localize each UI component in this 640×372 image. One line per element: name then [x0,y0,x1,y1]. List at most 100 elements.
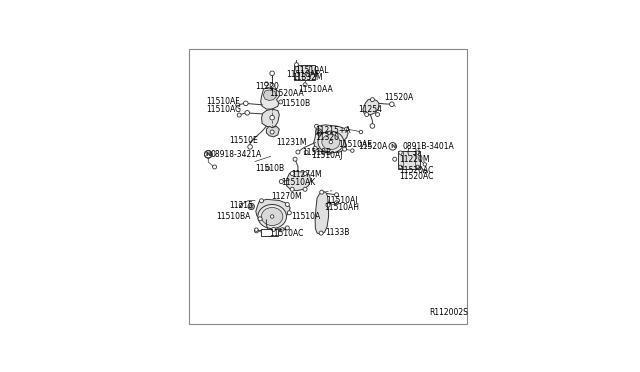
Circle shape [279,100,283,104]
Circle shape [370,124,374,128]
Circle shape [239,203,243,207]
Circle shape [285,202,289,206]
Polygon shape [256,199,290,220]
Text: 11254: 11254 [358,105,382,113]
Circle shape [365,112,369,116]
Circle shape [271,227,276,231]
Text: 11510AA: 11510AA [298,84,333,93]
Polygon shape [263,90,276,100]
Circle shape [415,165,419,169]
Circle shape [270,115,275,120]
Circle shape [371,97,374,102]
Circle shape [279,180,284,183]
Circle shape [342,147,347,151]
Circle shape [344,127,349,131]
Circle shape [313,146,317,150]
Circle shape [399,165,402,169]
Text: 11520AA: 11520AA [269,89,304,98]
Text: 11520AC: 11520AC [399,166,434,174]
Bar [294,65,315,80]
Text: 11510E: 11510E [229,136,258,145]
Circle shape [264,82,268,86]
Circle shape [287,211,291,215]
Circle shape [294,63,298,67]
Ellipse shape [261,208,283,225]
Ellipse shape [322,134,340,150]
Polygon shape [262,109,279,128]
Text: 11510A: 11510A [291,212,320,221]
Circle shape [258,217,262,221]
Circle shape [335,193,339,197]
Ellipse shape [248,203,254,210]
Text: 11510AJ: 11510AJ [311,151,342,160]
Polygon shape [315,192,328,234]
Text: 11510AK: 11510AK [281,178,315,187]
Circle shape [212,165,216,169]
Text: 11332M: 11332M [292,73,323,82]
Circle shape [285,226,289,230]
Text: 08918-3421A: 08918-3421A [211,150,262,159]
Text: 11510AF: 11510AF [206,97,240,106]
Circle shape [390,102,394,106]
Circle shape [248,145,252,149]
Circle shape [359,130,363,134]
Circle shape [320,190,324,194]
Circle shape [271,215,274,218]
Text: R112002S: R112002S [429,308,468,317]
Text: 11510B: 11510B [255,164,284,173]
Polygon shape [266,126,279,137]
Circle shape [237,113,241,117]
Circle shape [260,199,264,203]
Text: 11231M: 11231M [276,138,307,147]
Polygon shape [260,87,279,109]
Ellipse shape [318,131,344,153]
Text: 11510AJ: 11510AJ [326,196,358,205]
Circle shape [293,157,297,161]
Text: 11510B: 11510B [302,148,332,157]
Polygon shape [270,83,274,87]
Circle shape [329,140,333,144]
Circle shape [319,231,323,235]
FancyBboxPatch shape [261,230,278,236]
Text: 11220: 11220 [255,82,279,91]
Text: 11510AE: 11510AE [338,140,372,148]
Circle shape [270,71,275,76]
Text: 11510AC: 11510AC [269,229,303,238]
Circle shape [236,103,240,107]
Ellipse shape [316,129,322,135]
Circle shape [303,187,307,191]
Text: 11274M: 11274M [291,170,321,179]
Text: 11270M: 11270M [271,192,301,201]
Text: 11510AH: 11510AH [324,203,358,212]
Text: 11520AC: 11520AC [399,173,434,182]
Circle shape [303,83,307,87]
Circle shape [326,203,330,207]
Ellipse shape [317,130,321,134]
Text: 11510B: 11510B [281,99,310,108]
Circle shape [266,166,270,170]
Circle shape [290,187,294,191]
Text: N: N [205,152,211,157]
Text: ( 3): ( 3) [407,148,420,157]
Polygon shape [314,125,348,153]
Bar [398,151,420,169]
Circle shape [314,124,319,128]
Circle shape [376,112,380,116]
Circle shape [243,101,248,106]
Circle shape [290,171,294,176]
Text: 11510AL: 11510AL [295,66,328,75]
Text: N: N [205,152,211,157]
Polygon shape [287,171,311,191]
Circle shape [255,228,258,231]
Text: 11520A: 11520A [384,93,413,102]
Circle shape [415,151,419,154]
Circle shape [303,171,307,176]
Text: 11510AF: 11510AF [287,70,320,79]
Circle shape [254,229,259,233]
Text: 11215: 11215 [229,201,253,209]
Text: 11320: 11320 [315,133,339,142]
Ellipse shape [258,205,287,228]
Text: 11510AG: 11510AG [206,105,241,113]
Circle shape [399,151,402,154]
Circle shape [423,170,426,173]
